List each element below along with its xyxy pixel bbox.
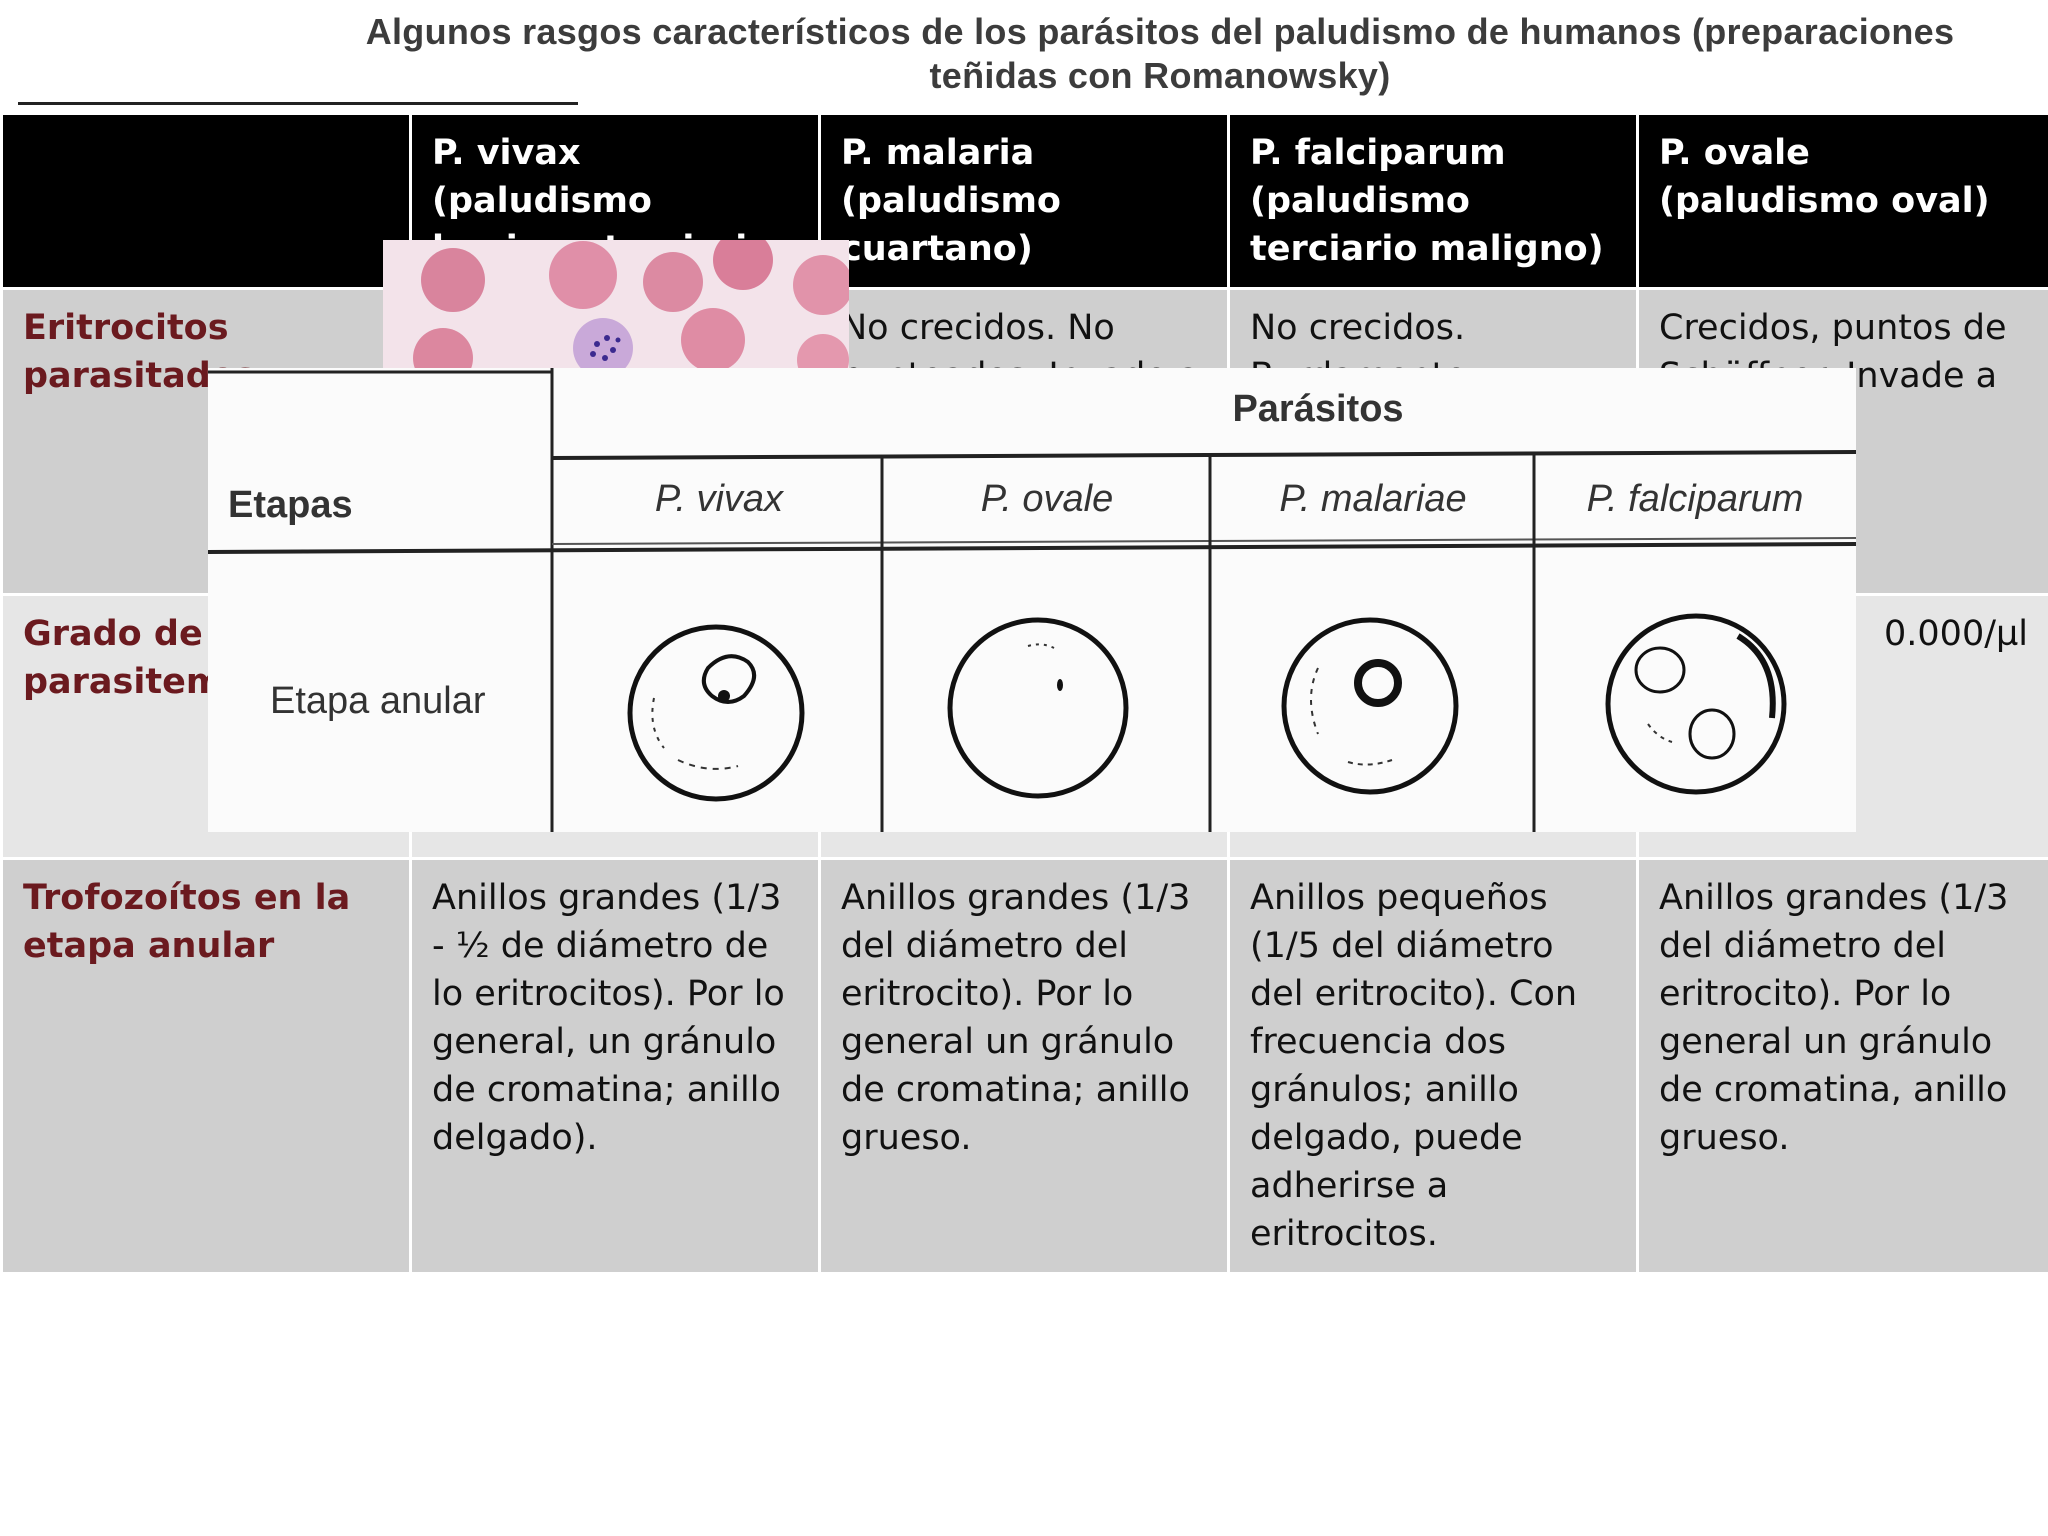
figure-species-vivax: P. vivax bbox=[654, 478, 784, 520]
header-cell-falciparum: P. falciparum (paludismo terciario malig… bbox=[1227, 112, 1639, 290]
table-header-row: P. vivax (paludismo benigno terciario P.… bbox=[0, 112, 2048, 290]
figure-etapas-heading: Etapas bbox=[228, 484, 353, 526]
figure-stage-label: Etapa anular bbox=[270, 680, 486, 722]
table-cell: Anillos grandes (1/3 - ½ de diámetro de … bbox=[409, 857, 821, 1275]
table-row-trofozoitos: Trofozoítos en la etapa anular Anillos g… bbox=[0, 857, 2048, 1275]
header-cell-ovale: P. ovale (paludismo oval) bbox=[1636, 112, 2048, 290]
header-disease-name: (paludismo oval) bbox=[1659, 181, 1990, 221]
figure-grid-and-cells bbox=[208, 368, 1856, 832]
title-underline bbox=[18, 102, 578, 105]
figure-species-malariae: P. malariae bbox=[1279, 478, 1467, 520]
header-disease-name: (paludismo terciario maligno) bbox=[1250, 181, 1604, 269]
header-species-name: P. malaria bbox=[841, 133, 1035, 173]
row-label: Trofozoítos en la etapa anular bbox=[0, 857, 412, 1275]
blood-smear-drawing bbox=[383, 240, 849, 370]
figure-parasitos-heading: Parásitos bbox=[1232, 388, 1404, 430]
ring-stage-figure: Parásitos Etapas P. vivax P. ovale P. ma… bbox=[208, 368, 1856, 832]
table-cell: Anillos grandes (1/3 del diámetro del er… bbox=[818, 857, 1230, 1275]
figure-species-ovale: P. ovale bbox=[980, 478, 1114, 520]
table-cell: Anillos grandes (1/3 del diámetro del er… bbox=[1636, 857, 2048, 1275]
header-species-name: P. falciparum bbox=[1250, 133, 1506, 173]
blood-smear-photo bbox=[383, 240, 849, 370]
table-cell: Anillos pequeños (1/5 del diámetro del e… bbox=[1227, 857, 1639, 1275]
header-disease-name: (paludismo cuartano) bbox=[841, 181, 1061, 269]
header-species-name: P. vivax bbox=[432, 133, 581, 173]
header-cell-empty bbox=[0, 112, 412, 290]
header-species-name: P. ovale bbox=[1659, 133, 1810, 173]
page-title: Algunos rasgos característicos de los pa… bbox=[365, 11, 1955, 96]
figure-species-falciparum: P. falciparum bbox=[1586, 478, 1804, 520]
header-cell-malaria: P. malaria (paludismo cuartano) bbox=[818, 112, 1230, 290]
